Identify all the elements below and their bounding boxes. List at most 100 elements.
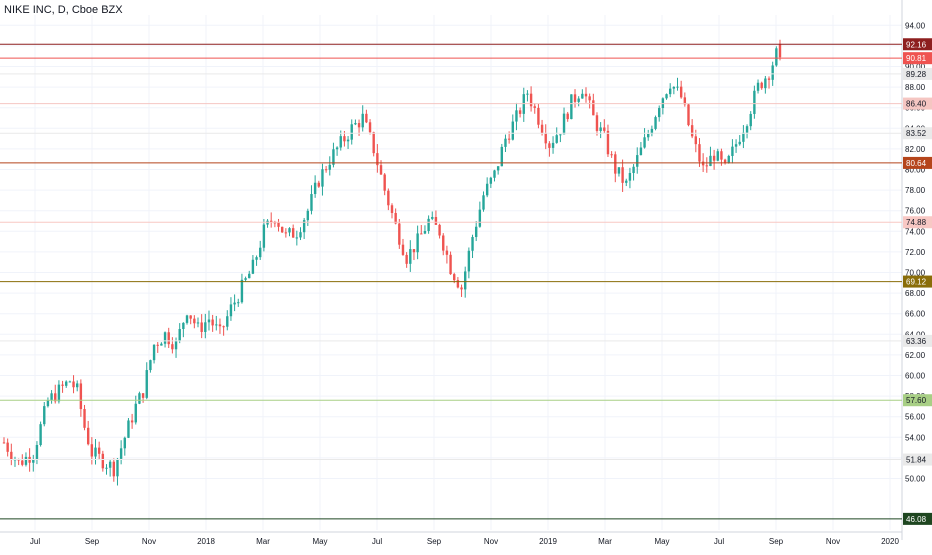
level-label: 74.88 <box>906 218 927 227</box>
candle-body <box>464 271 467 290</box>
candle-body <box>83 409 86 428</box>
level-label: 80.64 <box>906 159 927 168</box>
level-label: 69.12 <box>906 278 927 287</box>
candle-body <box>233 302 236 305</box>
candle-body <box>749 113 752 127</box>
candle-body <box>2 442 6 444</box>
candle-body <box>185 315 189 323</box>
level-label: 46.08 <box>906 515 927 524</box>
candle-body <box>511 121 514 140</box>
candle-body <box>409 249 412 264</box>
candle-body <box>196 322 200 324</box>
x-tick-label: May <box>654 537 669 546</box>
level-label-bg <box>903 67 932 80</box>
candle-body <box>764 78 767 89</box>
candle-body <box>332 149 335 165</box>
candle-body <box>108 461 112 468</box>
x-tick-label: Mar <box>598 537 612 546</box>
candle-body <box>86 427 90 445</box>
candle-body <box>701 161 705 166</box>
candle-body <box>10 451 13 460</box>
y-tick-label: 60.00 <box>905 372 926 381</box>
x-tick-label: Jul <box>714 537 724 546</box>
x-tick-label: Mar <box>256 537 270 546</box>
level-label: 92.16 <box>906 40 927 49</box>
candle-body <box>141 393 145 398</box>
candle-body <box>643 137 646 148</box>
candle-body <box>346 139 350 142</box>
candle-body <box>559 134 562 136</box>
candle-body <box>244 278 247 280</box>
candle-body <box>171 344 174 350</box>
candle-body <box>130 420 134 423</box>
candle-body <box>291 228 295 238</box>
candle-body <box>149 360 152 371</box>
candle-body <box>284 232 288 234</box>
candle-body <box>482 195 485 210</box>
candle-body <box>112 461 116 477</box>
candle-body <box>665 94 668 99</box>
candle-body <box>160 343 163 346</box>
candle-body <box>647 133 650 138</box>
candle-body <box>438 224 441 236</box>
candle-body <box>255 257 258 260</box>
candle-body <box>690 125 694 137</box>
x-tick-label: May <box>312 537 327 546</box>
candle-body <box>398 223 401 245</box>
x-tick-label: Sep <box>427 537 442 546</box>
candle-body <box>529 93 533 107</box>
candle-body <box>368 122 372 133</box>
candle-body <box>270 220 273 223</box>
candle-body <box>683 97 687 105</box>
candle-body <box>310 194 313 211</box>
candle-body <box>94 447 97 457</box>
candle-body <box>6 442 9 452</box>
candle-body <box>639 147 643 156</box>
candle-body <box>317 182 320 187</box>
candle-body <box>163 332 167 344</box>
candle-body <box>621 167 624 183</box>
level-label-bg <box>903 394 932 407</box>
candle-body <box>493 170 496 178</box>
candle-body <box>416 233 419 253</box>
candle-body <box>734 144 738 147</box>
candle-body <box>152 344 156 361</box>
candle-body <box>712 155 716 161</box>
candle-body <box>577 98 580 102</box>
candle-body <box>335 147 339 150</box>
y-tick-label: 50.00 <box>905 475 926 484</box>
level-label: 83.52 <box>906 129 927 138</box>
candle-body <box>654 117 657 129</box>
candle-body <box>562 113 566 135</box>
x-tick-label: Jul <box>30 537 40 546</box>
y-tick-label: 68.00 <box>905 289 926 298</box>
candle-body <box>248 273 251 279</box>
candle-body <box>218 324 222 327</box>
candle-body <box>259 247 262 258</box>
candle-body <box>427 218 430 232</box>
level-label: 86.40 <box>906 100 927 109</box>
candle-body <box>709 155 712 167</box>
candle-body <box>182 322 185 330</box>
y-tick-label: 66.00 <box>905 310 926 319</box>
candle-body <box>226 316 229 327</box>
candle-body <box>237 302 240 304</box>
candle-body <box>361 113 364 128</box>
candle-body <box>489 177 493 184</box>
candle-body <box>566 113 569 120</box>
candle-body <box>354 123 357 125</box>
candle-body <box>515 110 518 122</box>
candle-body <box>570 94 573 120</box>
candle-body <box>767 78 771 80</box>
candle-body <box>376 153 379 166</box>
candle-body <box>101 453 105 469</box>
candle-body <box>240 279 244 303</box>
candle-body <box>211 319 214 326</box>
candle-body <box>379 165 383 175</box>
x-tick-label: 2019 <box>539 537 557 546</box>
candle-body <box>537 107 540 125</box>
candle-body <box>24 456 28 465</box>
candle-body <box>76 383 79 388</box>
candle-body <box>449 254 452 275</box>
candle-body <box>90 444 94 457</box>
